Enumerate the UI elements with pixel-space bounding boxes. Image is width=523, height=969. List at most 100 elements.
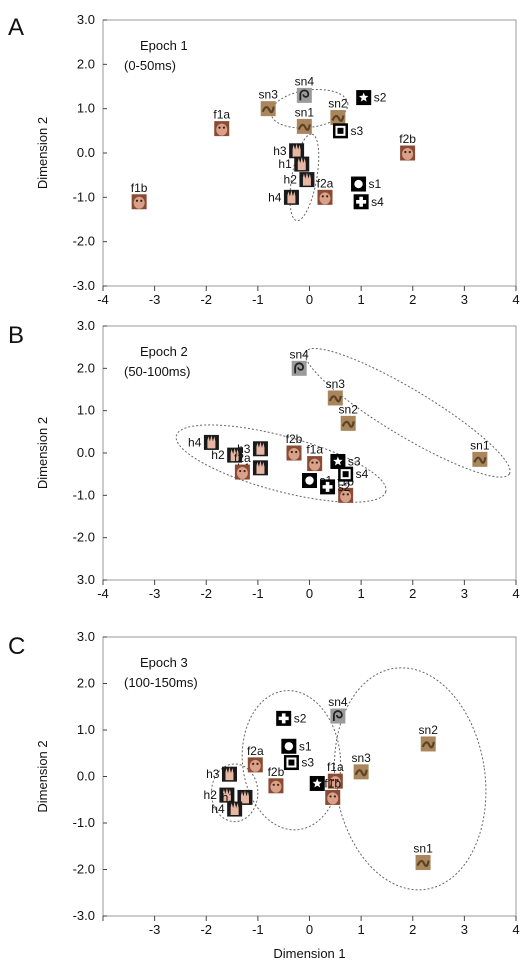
point-label: h4 xyxy=(211,802,225,816)
point-label: h3 xyxy=(206,767,220,781)
point-label: sn3 xyxy=(259,88,279,102)
point-label: s4 xyxy=(371,195,384,209)
point-label: h2 xyxy=(204,788,218,802)
point-sn1 xyxy=(472,451,488,467)
point-label: s1 xyxy=(299,739,312,753)
y-tick-label: 1.0 xyxy=(77,722,95,737)
y-tick-label: 0.0 xyxy=(77,769,95,784)
x-tick-label: -3 xyxy=(149,922,161,937)
x-tick-label: 4 xyxy=(512,292,519,307)
point-h4 xyxy=(203,434,219,450)
x-tick-label: -3 xyxy=(149,586,161,601)
point-label: s2 xyxy=(338,480,351,494)
point-label: h2 xyxy=(211,448,225,462)
y-tick-label: 2.0 xyxy=(77,360,95,375)
point-label: sn1 xyxy=(295,105,315,119)
point-f1a xyxy=(214,121,230,137)
point-label: s2 xyxy=(294,711,307,725)
x-tick-label: 1 xyxy=(358,292,365,307)
point-f1a xyxy=(327,773,343,789)
x-tick-label: 4 xyxy=(512,586,519,601)
point-f1b xyxy=(325,789,341,805)
point-s3 xyxy=(283,755,299,771)
point-label: sn3 xyxy=(351,751,371,765)
y-tick-label: -2.0 xyxy=(73,234,95,249)
cluster-ellipse xyxy=(289,133,320,222)
x-tick-label: -2 xyxy=(200,292,212,307)
y-tick-label: 3.0 xyxy=(77,12,95,27)
point-label: f2b xyxy=(399,132,416,146)
epoch-title: Epoch 1 xyxy=(140,38,188,53)
point-sn2 xyxy=(420,736,436,752)
point-s4 xyxy=(338,466,354,482)
point-label: sn1 xyxy=(413,842,433,856)
x-tick-label: 2 xyxy=(409,922,416,937)
point-label: h2 xyxy=(284,173,298,187)
y-tick-label: -1.0 xyxy=(73,487,95,502)
point-h2 xyxy=(219,787,235,803)
x-tick-label: -4 xyxy=(97,292,109,307)
point-f1b xyxy=(131,194,147,210)
cluster-ellipse xyxy=(333,667,487,891)
panel-letter: C xyxy=(8,633,25,660)
y-tick-label: -2.0 xyxy=(73,862,95,877)
epoch-range: (100-150ms) xyxy=(124,675,198,690)
x-tick-label: -1 xyxy=(252,922,264,937)
point-h1 xyxy=(294,156,310,172)
x-tick-label: 4 xyxy=(512,922,519,937)
point-f2b xyxy=(268,778,284,794)
y-tick-label: 3.0 xyxy=(77,572,95,587)
y-axis-label: Dimension 2 xyxy=(35,117,50,189)
point-label: sn1 xyxy=(470,438,490,452)
y-tick-label: 2.0 xyxy=(77,676,95,691)
y-axis-label: Dimension 2 xyxy=(35,417,50,489)
point-sn4 xyxy=(291,360,307,376)
y-tick-label: 1.0 xyxy=(77,403,95,418)
point-label: sn3 xyxy=(326,377,346,391)
x-tick-label: -3 xyxy=(149,292,161,307)
panel-b: B 3.02.01.00.0-1.0-2.03.0-4 -3 -2 -1 0 1 2 3 4Dim… xyxy=(8,318,520,601)
point-h3 xyxy=(221,766,237,782)
point-label: sn4 xyxy=(295,74,315,88)
point-h2 xyxy=(299,172,315,188)
epoch-title: Epoch 2 xyxy=(140,344,188,359)
point-f1b xyxy=(338,487,354,503)
panel-a: A 3.0 2.0 1.0 0.0 -1.0 -2.0 -3.0-4 -3 -2 -1 0 1 2 3 4 Di… xyxy=(8,12,520,307)
point-f1a xyxy=(307,456,323,472)
point-label: f2a xyxy=(247,744,264,758)
point-f2a xyxy=(247,757,263,773)
y-tick-label: -1.0 xyxy=(73,815,95,830)
cluster-ellipse xyxy=(210,763,259,823)
point-label: f1a xyxy=(306,443,323,457)
point-label: sn4 xyxy=(328,695,348,709)
epoch-range: (50-100ms) xyxy=(124,364,190,379)
y-tick-label: -3.0 xyxy=(73,908,95,923)
point-label: f2b xyxy=(268,765,285,779)
panel-letter: A xyxy=(8,14,24,41)
x-tick-label: 3 xyxy=(461,922,468,937)
point-sn4 xyxy=(296,87,312,103)
point-s1 xyxy=(351,176,367,192)
y-tick-label: 1.0 xyxy=(77,101,95,116)
point-label: h4 xyxy=(268,190,282,204)
x-tick-label: 1 xyxy=(358,586,365,601)
point-sn1 xyxy=(415,855,431,871)
point-h2 xyxy=(227,447,243,463)
x-tick-label: 0 xyxy=(306,922,313,937)
point-label: h4 xyxy=(188,435,202,449)
point-label: f1b xyxy=(131,181,148,195)
point-label: sn2 xyxy=(419,723,439,737)
point-label: s3 xyxy=(348,454,361,468)
x-tick-label: 2 xyxy=(409,292,416,307)
point-s4 xyxy=(309,775,325,791)
y-tick-label: 0.0 xyxy=(77,445,95,460)
point-sn3 xyxy=(353,764,369,780)
point-sn3 xyxy=(327,390,343,406)
cluster-ellipse xyxy=(304,347,511,478)
x-tick-label: -2 xyxy=(200,922,212,937)
x-tick-label: 3 xyxy=(461,586,468,601)
point-label: sn2 xyxy=(328,97,348,111)
point-s2 xyxy=(356,90,372,106)
x-tick-label: -4 xyxy=(97,586,109,601)
point-sn3 xyxy=(260,101,276,117)
